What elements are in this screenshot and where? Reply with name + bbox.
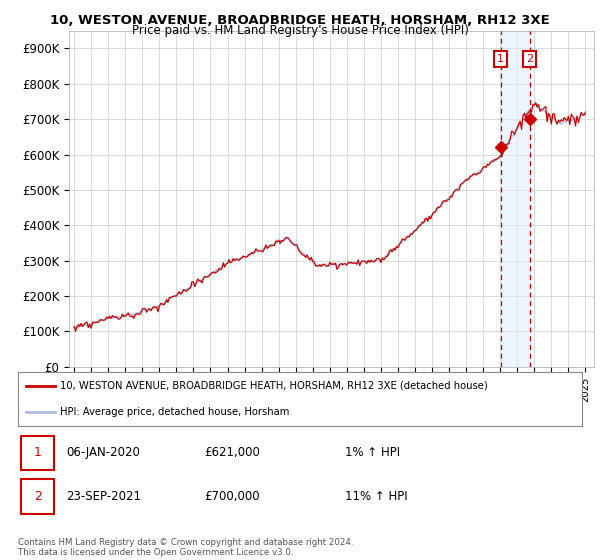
Text: 10, WESTON AVENUE, BROADBRIDGE HEATH, HORSHAM, RH12 3XE: 10, WESTON AVENUE, BROADBRIDGE HEATH, HO…	[50, 14, 550, 27]
Text: 2: 2	[34, 490, 41, 503]
Bar	[501, 31, 530, 367]
Text: 1% ↑ HPI: 1% ↑ HPI	[345, 446, 400, 459]
Text: 06-JAN-2020: 06-JAN-2020	[66, 446, 140, 459]
Text: £700,000: £700,000	[204, 490, 260, 503]
Text: 2: 2	[526, 54, 533, 64]
FancyBboxPatch shape	[22, 479, 54, 514]
Text: 11% ↑ HPI: 11% ↑ HPI	[345, 490, 408, 503]
Text: Price paid vs. HM Land Registry's House Price Index (HPI): Price paid vs. HM Land Registry's House …	[131, 24, 469, 37]
Text: HPI: Average price, detached house, Horsham: HPI: Average price, detached house, Hors…	[60, 407, 290, 417]
Text: 23-SEP-2021: 23-SEP-2021	[66, 490, 141, 503]
Text: 1: 1	[34, 446, 41, 459]
Text: £621,000: £621,000	[204, 446, 260, 459]
Text: 1: 1	[497, 54, 504, 64]
Text: 10, WESTON AVENUE, BROADBRIDGE HEATH, HORSHAM, RH12 3XE (detached house): 10, WESTON AVENUE, BROADBRIDGE HEATH, HO…	[60, 381, 488, 391]
FancyBboxPatch shape	[22, 436, 54, 470]
Text: Contains HM Land Registry data © Crown copyright and database right 2024.
This d: Contains HM Land Registry data © Crown c…	[18, 538, 353, 557]
